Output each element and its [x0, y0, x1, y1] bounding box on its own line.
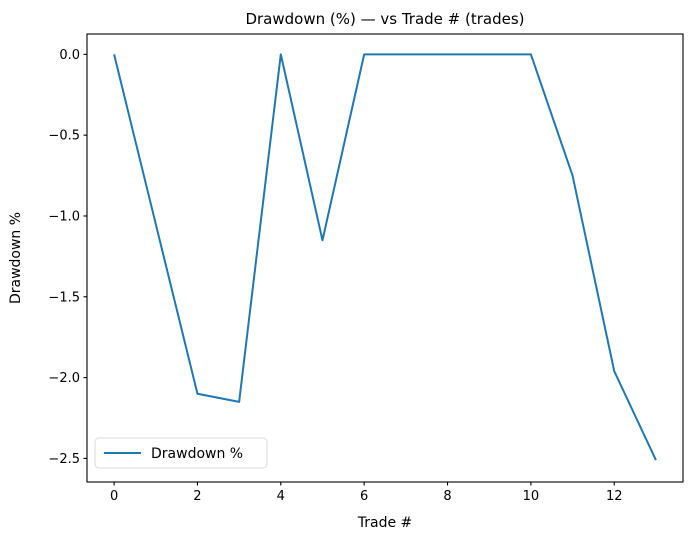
line-series	[113, 53, 657, 461]
x-tick-label: 12	[606, 489, 623, 504]
y-tick-label: −1.0	[48, 209, 80, 224]
axis-ticks: 0 2 4 6 8 10 12 0.0 −0.5 −1.0 −1.5 −2.0 −2.5	[48, 48, 622, 504]
legend-box	[94, 437, 268, 469]
axes-border	[86, 33, 684, 483]
x-tick-label: 2	[193, 489, 201, 504]
y-tick-label: −0.5	[48, 129, 80, 144]
y-tick-label: −2.0	[48, 371, 80, 386]
chart-title: Drawdown (%) — vs Trade # (trades)	[245, 10, 524, 28]
y-tick-label: 0.0	[59, 48, 80, 63]
x-tick-label: 10	[523, 489, 540, 504]
x-axis-label: Trade #	[357, 515, 413, 531]
legend-label: Drawdown %	[151, 446, 243, 462]
legend: Drawdown %	[94, 437, 268, 469]
y-axis-label: Drawdown %	[8, 212, 24, 304]
series-line	[113, 53, 657, 461]
x-tick-label: 0	[110, 489, 118, 504]
plot-area	[87, 34, 683, 482]
x-tick-label: 4	[277, 489, 285, 504]
y-tick-label: −1.5	[48, 290, 80, 305]
x-tick-label: 8	[443, 489, 451, 504]
x-tick-label: 6	[360, 489, 368, 504]
y-tick-label: −2.5	[48, 452, 80, 467]
